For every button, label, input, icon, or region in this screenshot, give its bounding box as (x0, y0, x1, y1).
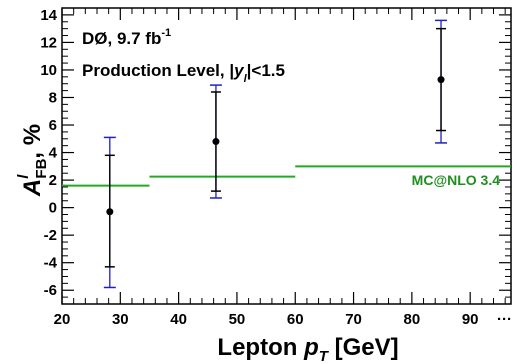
y-tick-label: 0 (49, 200, 57, 217)
x-tick-label: 80 (404, 311, 421, 328)
y-tick-label: -2 (44, 227, 57, 244)
y-tick-label: -4 (44, 255, 58, 272)
data-point (106, 208, 113, 215)
x-tick-label: 20 (54, 311, 71, 328)
x-tick-label: 90 (462, 311, 479, 328)
x-overflow-label: ··· (497, 311, 512, 328)
y-tick-label: 12 (40, 34, 57, 51)
data-point (212, 138, 219, 145)
x-tick-label: 30 (112, 311, 129, 328)
x-tick-label: 70 (345, 311, 362, 328)
x-axis-label: Lepton pT [GeV] (217, 334, 398, 364)
y-tick-label: 10 (40, 62, 57, 79)
y-tick-label: 6 (49, 117, 57, 134)
x-tick-label: 60 (287, 311, 304, 328)
data-point (438, 76, 445, 83)
x-tick-label: 50 (229, 311, 246, 328)
y-tick-label: -6 (44, 282, 57, 299)
y-tick-label: 14 (40, 7, 57, 24)
y-tick-label: 4 (49, 145, 58, 162)
y-tick-label: 8 (49, 89, 57, 106)
legend-label-mcnlo: MC@NLO 3.4 (412, 172, 501, 188)
experiment-annotation: DØ, 9.7 fb-1 (82, 27, 171, 48)
x-tick-label: 40 (170, 311, 187, 328)
